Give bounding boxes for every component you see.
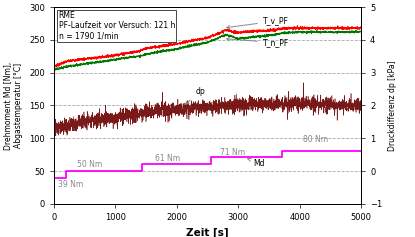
Text: 61 Nm: 61 Nm — [155, 154, 181, 163]
Text: RME
PF-Laufzeit vor Versuch: 121 h
n = 1790 1/min: RME PF-Laufzeit vor Versuch: 121 h n = 1… — [59, 11, 175, 41]
X-axis label: Zeit [s]: Zeit [s] — [186, 228, 229, 237]
Text: 50 Nm: 50 Nm — [77, 160, 103, 169]
Text: Md: Md — [248, 158, 265, 168]
Y-axis label: Druckdifferenz dp [kPa]: Druckdifferenz dp [kPa] — [388, 60, 397, 151]
Text: dp: dp — [186, 87, 205, 104]
Text: 39 Nm: 39 Nm — [58, 180, 83, 189]
Text: 80 Nm: 80 Nm — [303, 135, 328, 144]
Text: T_v_PF: T_v_PF — [227, 17, 289, 29]
Text: T_n_PF: T_n_PF — [227, 38, 289, 47]
Y-axis label: Drehmoment Md [Nm],
Abgastemperatur [°C]: Drehmoment Md [Nm], Abgastemperatur [°C] — [4, 61, 24, 150]
Text: 71 Nm: 71 Nm — [220, 148, 245, 157]
